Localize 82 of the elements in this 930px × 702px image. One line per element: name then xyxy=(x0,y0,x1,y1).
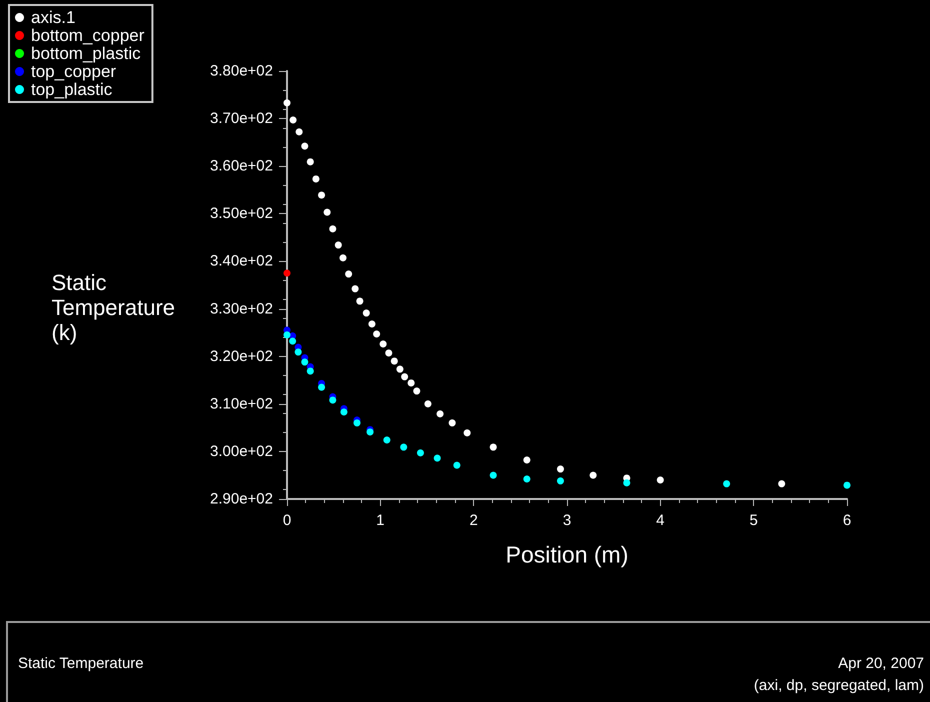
y-tick-label: 3.10e+02 xyxy=(210,395,273,412)
point xyxy=(556,466,564,473)
x-tick-label: 1 xyxy=(376,512,385,529)
text: (axi, dp, segregated, lam) xyxy=(754,677,924,694)
point xyxy=(340,254,346,262)
y-tick-label: 3.20e+02 xyxy=(210,348,273,365)
point xyxy=(284,270,290,277)
point xyxy=(354,419,360,426)
x-tick-label: 5 xyxy=(749,512,758,529)
point xyxy=(656,476,664,484)
point xyxy=(401,373,408,380)
point xyxy=(284,331,290,338)
point xyxy=(623,479,630,486)
legend-label: top_copper xyxy=(31,62,116,81)
legend-label: axis.1 xyxy=(31,8,76,27)
y-tick-label: 2.90e+02 xyxy=(210,490,273,508)
point xyxy=(373,330,380,338)
point xyxy=(453,462,460,469)
point xyxy=(400,444,408,451)
point xyxy=(464,429,471,436)
point xyxy=(294,348,302,356)
y-tick-label: 3.00e+02 xyxy=(210,442,273,460)
y-axis-title: Static Temperature (k) xyxy=(51,270,176,345)
y-tick-label: 3.30e+02 xyxy=(210,300,273,318)
point xyxy=(396,366,404,373)
point xyxy=(383,436,390,444)
point xyxy=(778,480,786,488)
point xyxy=(436,410,444,418)
point xyxy=(329,225,336,232)
point xyxy=(424,400,432,408)
point xyxy=(356,298,364,305)
x-tick-label: 2 xyxy=(469,512,478,529)
x-axis-title: Position (m) xyxy=(506,542,628,568)
point xyxy=(523,456,530,464)
point xyxy=(306,368,314,375)
point xyxy=(390,358,398,365)
point xyxy=(306,158,314,166)
point xyxy=(312,175,320,182)
point xyxy=(290,116,297,124)
point xyxy=(329,396,336,404)
point xyxy=(301,142,308,150)
y-tick-label: 3.60e+02 xyxy=(210,158,273,175)
point xyxy=(523,476,530,483)
legend-label: bottom_copper xyxy=(31,26,145,45)
point xyxy=(448,419,456,426)
legend-label: bottom_plastic xyxy=(31,44,142,63)
point xyxy=(490,444,497,451)
point xyxy=(490,472,497,479)
x-tick-label: 0 xyxy=(282,512,292,529)
x-tick-label: 4 xyxy=(656,512,665,529)
point xyxy=(362,310,370,317)
point xyxy=(385,350,392,356)
text: Apr 20, 2007 xyxy=(838,655,924,672)
y-tick-label: 3.70e+02 xyxy=(210,110,273,128)
point xyxy=(434,454,441,462)
legend-label: top_plastic xyxy=(31,80,113,99)
text: Static Temperature xyxy=(18,655,144,672)
point xyxy=(324,208,331,216)
point xyxy=(340,408,348,416)
point xyxy=(590,472,597,479)
point xyxy=(345,270,352,278)
point xyxy=(844,482,850,489)
point xyxy=(413,388,420,395)
point xyxy=(723,480,730,488)
point xyxy=(318,384,326,391)
point xyxy=(289,338,296,345)
y-tick-label: 3.80e+02 xyxy=(210,62,273,80)
x-tick-label: 6 xyxy=(842,512,852,529)
x-tick-label: 3 xyxy=(562,512,572,529)
point xyxy=(284,99,290,106)
point xyxy=(318,192,326,199)
point xyxy=(334,242,342,249)
point xyxy=(368,320,376,328)
y-tick-label: 3.50e+02 xyxy=(210,205,273,222)
point xyxy=(416,449,424,456)
point xyxy=(380,340,387,348)
point xyxy=(352,285,359,292)
y-tick-label: 3.40e+02 xyxy=(210,252,273,270)
point xyxy=(301,358,308,366)
point xyxy=(408,379,415,386)
point xyxy=(296,128,303,136)
point xyxy=(556,477,564,484)
